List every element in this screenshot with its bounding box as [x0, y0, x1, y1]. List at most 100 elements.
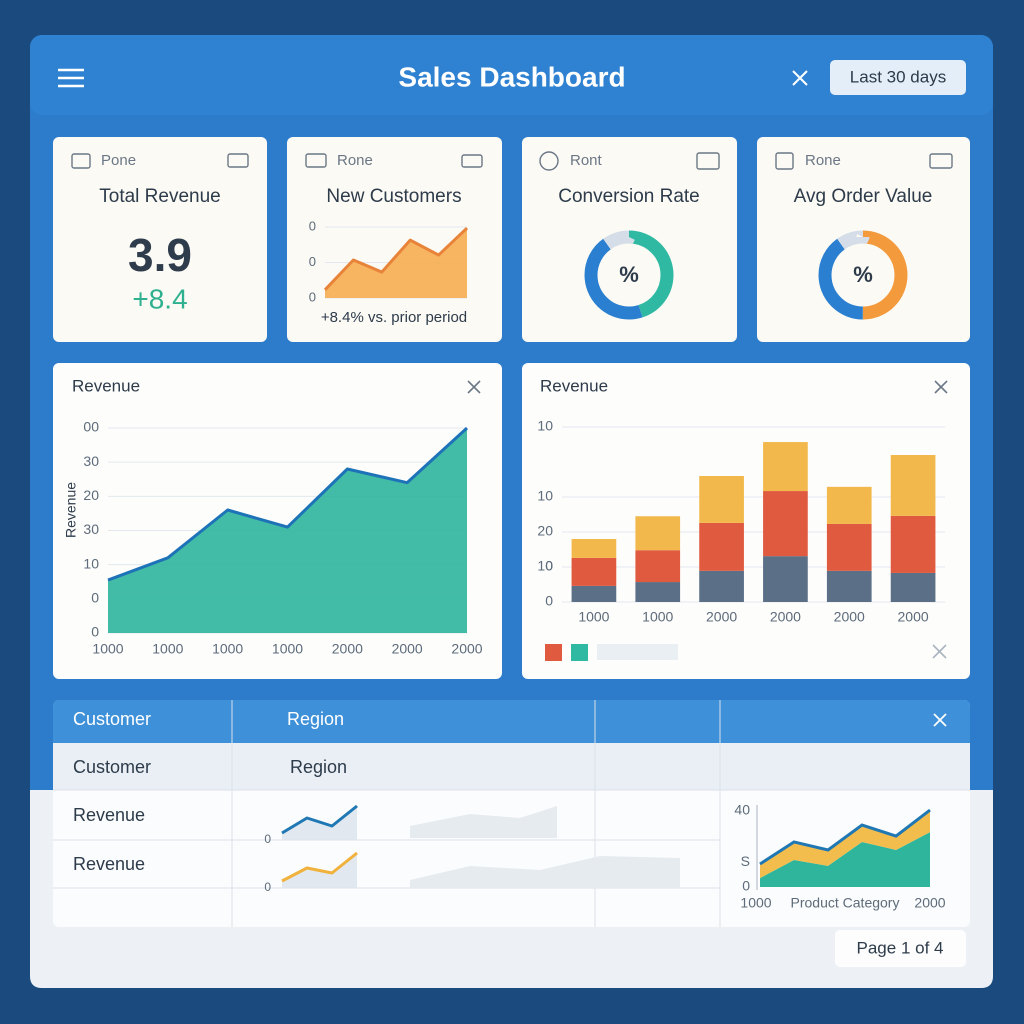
- y-tick-label: 0: [545, 593, 553, 609]
- bar-segment: [635, 582, 681, 602]
- area: [325, 228, 467, 298]
- y-tick-label: 10: [537, 418, 553, 434]
- table-close[interactable]: [933, 713, 947, 727]
- y-tick-label: 40: [734, 802, 750, 818]
- pager[interactable]: [835, 930, 966, 967]
- legend-placeholder: [597, 644, 678, 660]
- table-cell: Revenue: [73, 854, 145, 874]
- donut-segment: [818, 230, 908, 320]
- bar-segment: [699, 522, 744, 571]
- panel-close[interactable]: [467, 380, 481, 394]
- header-bar: [30, 35, 993, 115]
- card-title: New Customers: [326, 186, 461, 207]
- bar-segment: [890, 572, 936, 602]
- y-tick-label: 0: [742, 878, 750, 894]
- y-tick-label: 30: [83, 521, 99, 537]
- x-tick-label: 1000: [212, 641, 243, 657]
- card-label: Rone: [337, 152, 373, 169]
- bar-segment: [571, 539, 617, 558]
- card-title: Avg Order Value: [794, 186, 933, 207]
- card-label: Pone: [101, 152, 136, 169]
- donut-segment: [818, 230, 908, 320]
- bar-segment: [826, 486, 872, 524]
- table-row: [53, 743, 970, 790]
- placeholder-area: [410, 806, 557, 838]
- range-button-label[interactable]: Last 30 days: [850, 67, 946, 86]
- bar-segment: [571, 557, 617, 586]
- y-tick-label: 10: [537, 558, 553, 574]
- bar-segment: [763, 491, 808, 557]
- table-cell: Customer: [73, 757, 151, 777]
- line: [281, 851, 358, 883]
- x-tick-label: 1000: [152, 641, 183, 657]
- x-tick-label: 1000: [740, 895, 771, 911]
- panel-title: Revenue: [540, 376, 608, 395]
- y-tick-label: 0: [545, 558, 553, 574]
- donut-center: %: [619, 262, 639, 287]
- y-tick-label: 0: [91, 624, 99, 640]
- x-tick-label: 2000: [332, 641, 363, 657]
- area: [760, 832, 930, 887]
- line: [281, 804, 358, 835]
- card-caption: +8.4% vs. prior period: [321, 309, 467, 326]
- column-header: Region: [287, 709, 344, 729]
- bar-segment: [890, 455, 936, 516]
- dashboard-title: Sales Dashboard: [398, 61, 625, 92]
- placeholder-area: [410, 856, 680, 888]
- line: [107, 426, 469, 582]
- card-title: Total Revenue: [99, 186, 220, 207]
- bar-segment: [699, 476, 744, 523]
- area: [760, 810, 930, 879]
- bar-segment: [826, 570, 872, 602]
- x-tick-label: 1000: [272, 641, 303, 657]
- bar-segment: [699, 570, 744, 602]
- card-icons: [71, 151, 953, 171]
- close-button[interactable]: [792, 70, 808, 86]
- x-tick-label: 2000: [834, 609, 865, 625]
- card-title: Conversion Rate: [558, 186, 700, 207]
- x-tick-label: 2000: [898, 609, 929, 625]
- x-tick-label: 2000: [770, 609, 801, 625]
- y-tick-label: 0: [309, 289, 316, 304]
- card-label: Rone: [805, 152, 841, 169]
- legend-swatch: [545, 644, 562, 661]
- table-cell: Revenue: [73, 805, 145, 825]
- y-tick-label: 30: [83, 453, 99, 469]
- card: [53, 137, 267, 342]
- card-label: Ront: [570, 152, 603, 169]
- panel-close[interactable]: [934, 380, 948, 394]
- legend-close[interactable]: [932, 644, 947, 659]
- bar-segment: [763, 556, 808, 602]
- donut-center: %: [853, 262, 873, 287]
- x-tick-label: 2000: [392, 641, 423, 657]
- menu-button[interactable]: [58, 68, 84, 88]
- x-tick-label: 1000: [578, 609, 609, 625]
- legend-swatch: [571, 644, 588, 661]
- y-tick-label: 10: [537, 488, 553, 504]
- table-header: [53, 700, 970, 743]
- x-tick-label: 2000: [914, 895, 945, 911]
- area: [108, 428, 467, 633]
- x-axis-label: Product Category: [791, 895, 900, 911]
- y-tick-label: 10: [83, 555, 99, 571]
- bar-segment: [890, 515, 936, 573]
- kpi-value: 3.9: [128, 229, 192, 281]
- y-tick-label: 0: [309, 254, 316, 269]
- donut-segment: [584, 230, 674, 320]
- line: [759, 808, 931, 866]
- bar-segment: [635, 516, 681, 551]
- y-tick-label: 0: [309, 218, 316, 233]
- y-tick-label: 00: [83, 419, 99, 435]
- bar-segment: [635, 550, 681, 583]
- y-axis-label: Revenue: [63, 482, 79, 538]
- bar-segment: [826, 523, 872, 571]
- pager-label[interactable]: Page 1 of 4: [857, 938, 944, 957]
- x-tick-label: 1000: [642, 609, 673, 625]
- y-tick-label: 0: [91, 590, 99, 606]
- kpi-change: +8.4: [132, 283, 187, 314]
- range-button[interactable]: [830, 60, 966, 95]
- bar-segment: [571, 585, 617, 602]
- x-tick-label: 1000: [92, 641, 123, 657]
- y-tick-label: 20: [83, 487, 99, 503]
